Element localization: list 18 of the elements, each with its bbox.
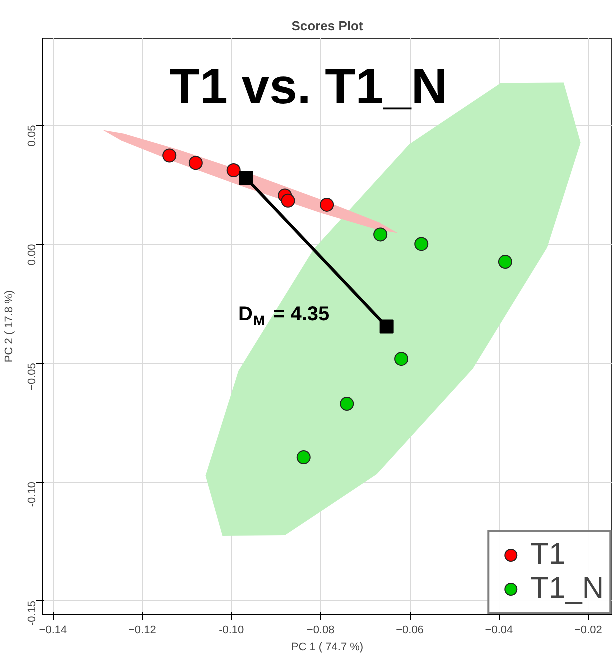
x-tick-label: −0.04 — [485, 624, 514, 636]
legend-label: T1_N — [530, 572, 604, 606]
legend-label: T1 — [530, 538, 566, 572]
y-tick-label: −0.05 — [26, 363, 38, 391]
x-tick-label: −0.14 — [39, 624, 68, 636]
x-tick-label: −0.12 — [128, 624, 156, 636]
y-tick-label: -0.15 — [26, 600, 38, 626]
x-tick-label: −0.08 — [306, 624, 335, 636]
chart-title: Scores Plot — [292, 18, 364, 34]
y-tick-label: -0.10 — [26, 482, 38, 508]
chart-subtitle: T1 vs. T1_N — [170, 58, 448, 114]
y-tick-label: 0.05 — [26, 125, 38, 147]
y-axis-title: PC 2 ( 17.8 %) — [4, 290, 16, 363]
x-tick-label: -0.10 — [219, 624, 244, 636]
x-axis-title: PC 1 ( 74.7 %) — [291, 642, 364, 654]
y-tick-label: 0.00 — [26, 244, 38, 266]
x-tick-label: −0.06 — [396, 624, 424, 636]
x-tick-label: −0.02 — [574, 624, 602, 636]
